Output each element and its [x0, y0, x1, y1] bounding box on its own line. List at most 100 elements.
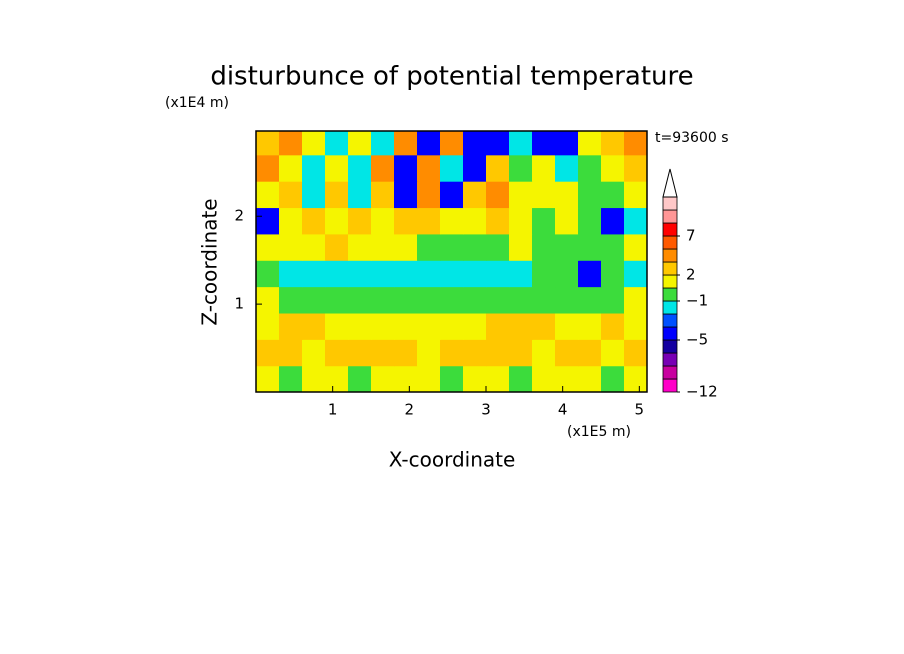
field-cell: [371, 339, 395, 367]
field-cell: [486, 233, 510, 261]
field-cell: [394, 260, 418, 288]
field-cell: [302, 181, 326, 209]
field-cell: [279, 207, 303, 235]
y-tick-label: 2: [234, 207, 244, 225]
field-cell: [371, 181, 395, 209]
field-cell: [371, 286, 395, 314]
field-cell: [555, 312, 579, 340]
field-cell: [325, 154, 349, 182]
field-cell: [578, 207, 602, 235]
colorbar-box: [662, 209, 678, 224]
colorbar-label: 2: [686, 266, 696, 284]
field-cell: [394, 312, 418, 340]
field-cell: [348, 181, 372, 209]
field-cell: [509, 286, 533, 314]
y-unit: (x1E4 m): [165, 95, 229, 111]
field-cell: [486, 260, 510, 288]
field-cell: [348, 365, 372, 392]
field-cell: [601, 233, 625, 261]
field-cell: [509, 154, 533, 182]
field-cell: [302, 365, 326, 392]
x-tick-label: 3: [481, 401, 491, 419]
field-cell: [325, 207, 349, 235]
field-cell: [509, 207, 533, 235]
field-cell: [486, 286, 510, 314]
field-cell: [302, 286, 326, 314]
field-cell: [440, 260, 464, 288]
field-cell: [279, 233, 303, 261]
field-cell: [532, 207, 556, 235]
field-cell: [279, 181, 303, 209]
field-cell: [325, 233, 349, 261]
field-cell: [624, 312, 647, 340]
field-cell: [463, 154, 487, 182]
field-cell: [394, 154, 418, 182]
field-cell: [486, 207, 510, 235]
x-tick-label: 5: [635, 401, 645, 419]
field-cell: [440, 233, 464, 261]
field-cell: [509, 260, 533, 288]
field-cell: [371, 312, 395, 340]
field-cell: [624, 365, 647, 392]
colorbar-box: [662, 326, 678, 341]
field-cell: [417, 181, 441, 209]
field-cell: [256, 233, 280, 261]
field-cell: [624, 286, 647, 314]
field-cell: [256, 339, 280, 367]
x-axis-label: X-coordinate: [389, 448, 516, 472]
colorbar-box: [662, 313, 678, 328]
field-cell: [417, 233, 441, 261]
field-cell: [348, 207, 372, 235]
field-cell: [325, 260, 349, 288]
field-cell: [279, 260, 303, 288]
field-cell: [578, 339, 602, 367]
field-cell: [601, 131, 625, 156]
field-cell: [302, 154, 326, 182]
colorbar-box: [662, 339, 678, 354]
field-cell: [532, 339, 556, 367]
field-cell: [371, 260, 395, 288]
field-cell: [578, 154, 602, 182]
colorbar-label: 7: [686, 227, 696, 245]
field-cell: [555, 154, 579, 182]
field-cell: [555, 207, 579, 235]
field-cell: [394, 365, 418, 392]
field-cell: [532, 233, 556, 261]
field-cell: [371, 365, 395, 392]
field-cell: [463, 339, 487, 367]
field-cell: [302, 233, 326, 261]
field-cell: [578, 365, 602, 392]
colorbar-box: [662, 248, 678, 263]
field-cell: [578, 181, 602, 209]
colorbar-label: −1: [686, 292, 708, 310]
colorbar-extend: [662, 168, 678, 198]
field-cell: [417, 312, 441, 340]
field-cell: [509, 131, 533, 156]
field-cell: [302, 260, 326, 288]
field-cell: [532, 286, 556, 314]
field-cell: [394, 339, 418, 367]
field-cell: [394, 207, 418, 235]
field-cell: [279, 131, 303, 156]
field-cell: [509, 339, 533, 367]
field-cell: [486, 181, 510, 209]
field-cell: [578, 233, 602, 261]
field-cell: [624, 260, 647, 288]
colorbar-label: −12: [686, 383, 718, 401]
colorbar-box: [662, 378, 678, 393]
field-cell: [601, 181, 625, 209]
field-cell: [279, 154, 303, 182]
field-cell: [532, 154, 556, 182]
field-cell: [463, 131, 487, 156]
field-cell: [463, 260, 487, 288]
field-cell: [279, 312, 303, 340]
field-cell: [555, 131, 579, 156]
y-axis-label: Z-coordinate: [198, 198, 222, 325]
field-cell: [440, 207, 464, 235]
field-cell: [325, 181, 349, 209]
field-cell: [463, 365, 487, 392]
field-cell: [509, 181, 533, 209]
colorbar-box: [662, 261, 678, 276]
colorbar-label: −5: [686, 331, 708, 349]
